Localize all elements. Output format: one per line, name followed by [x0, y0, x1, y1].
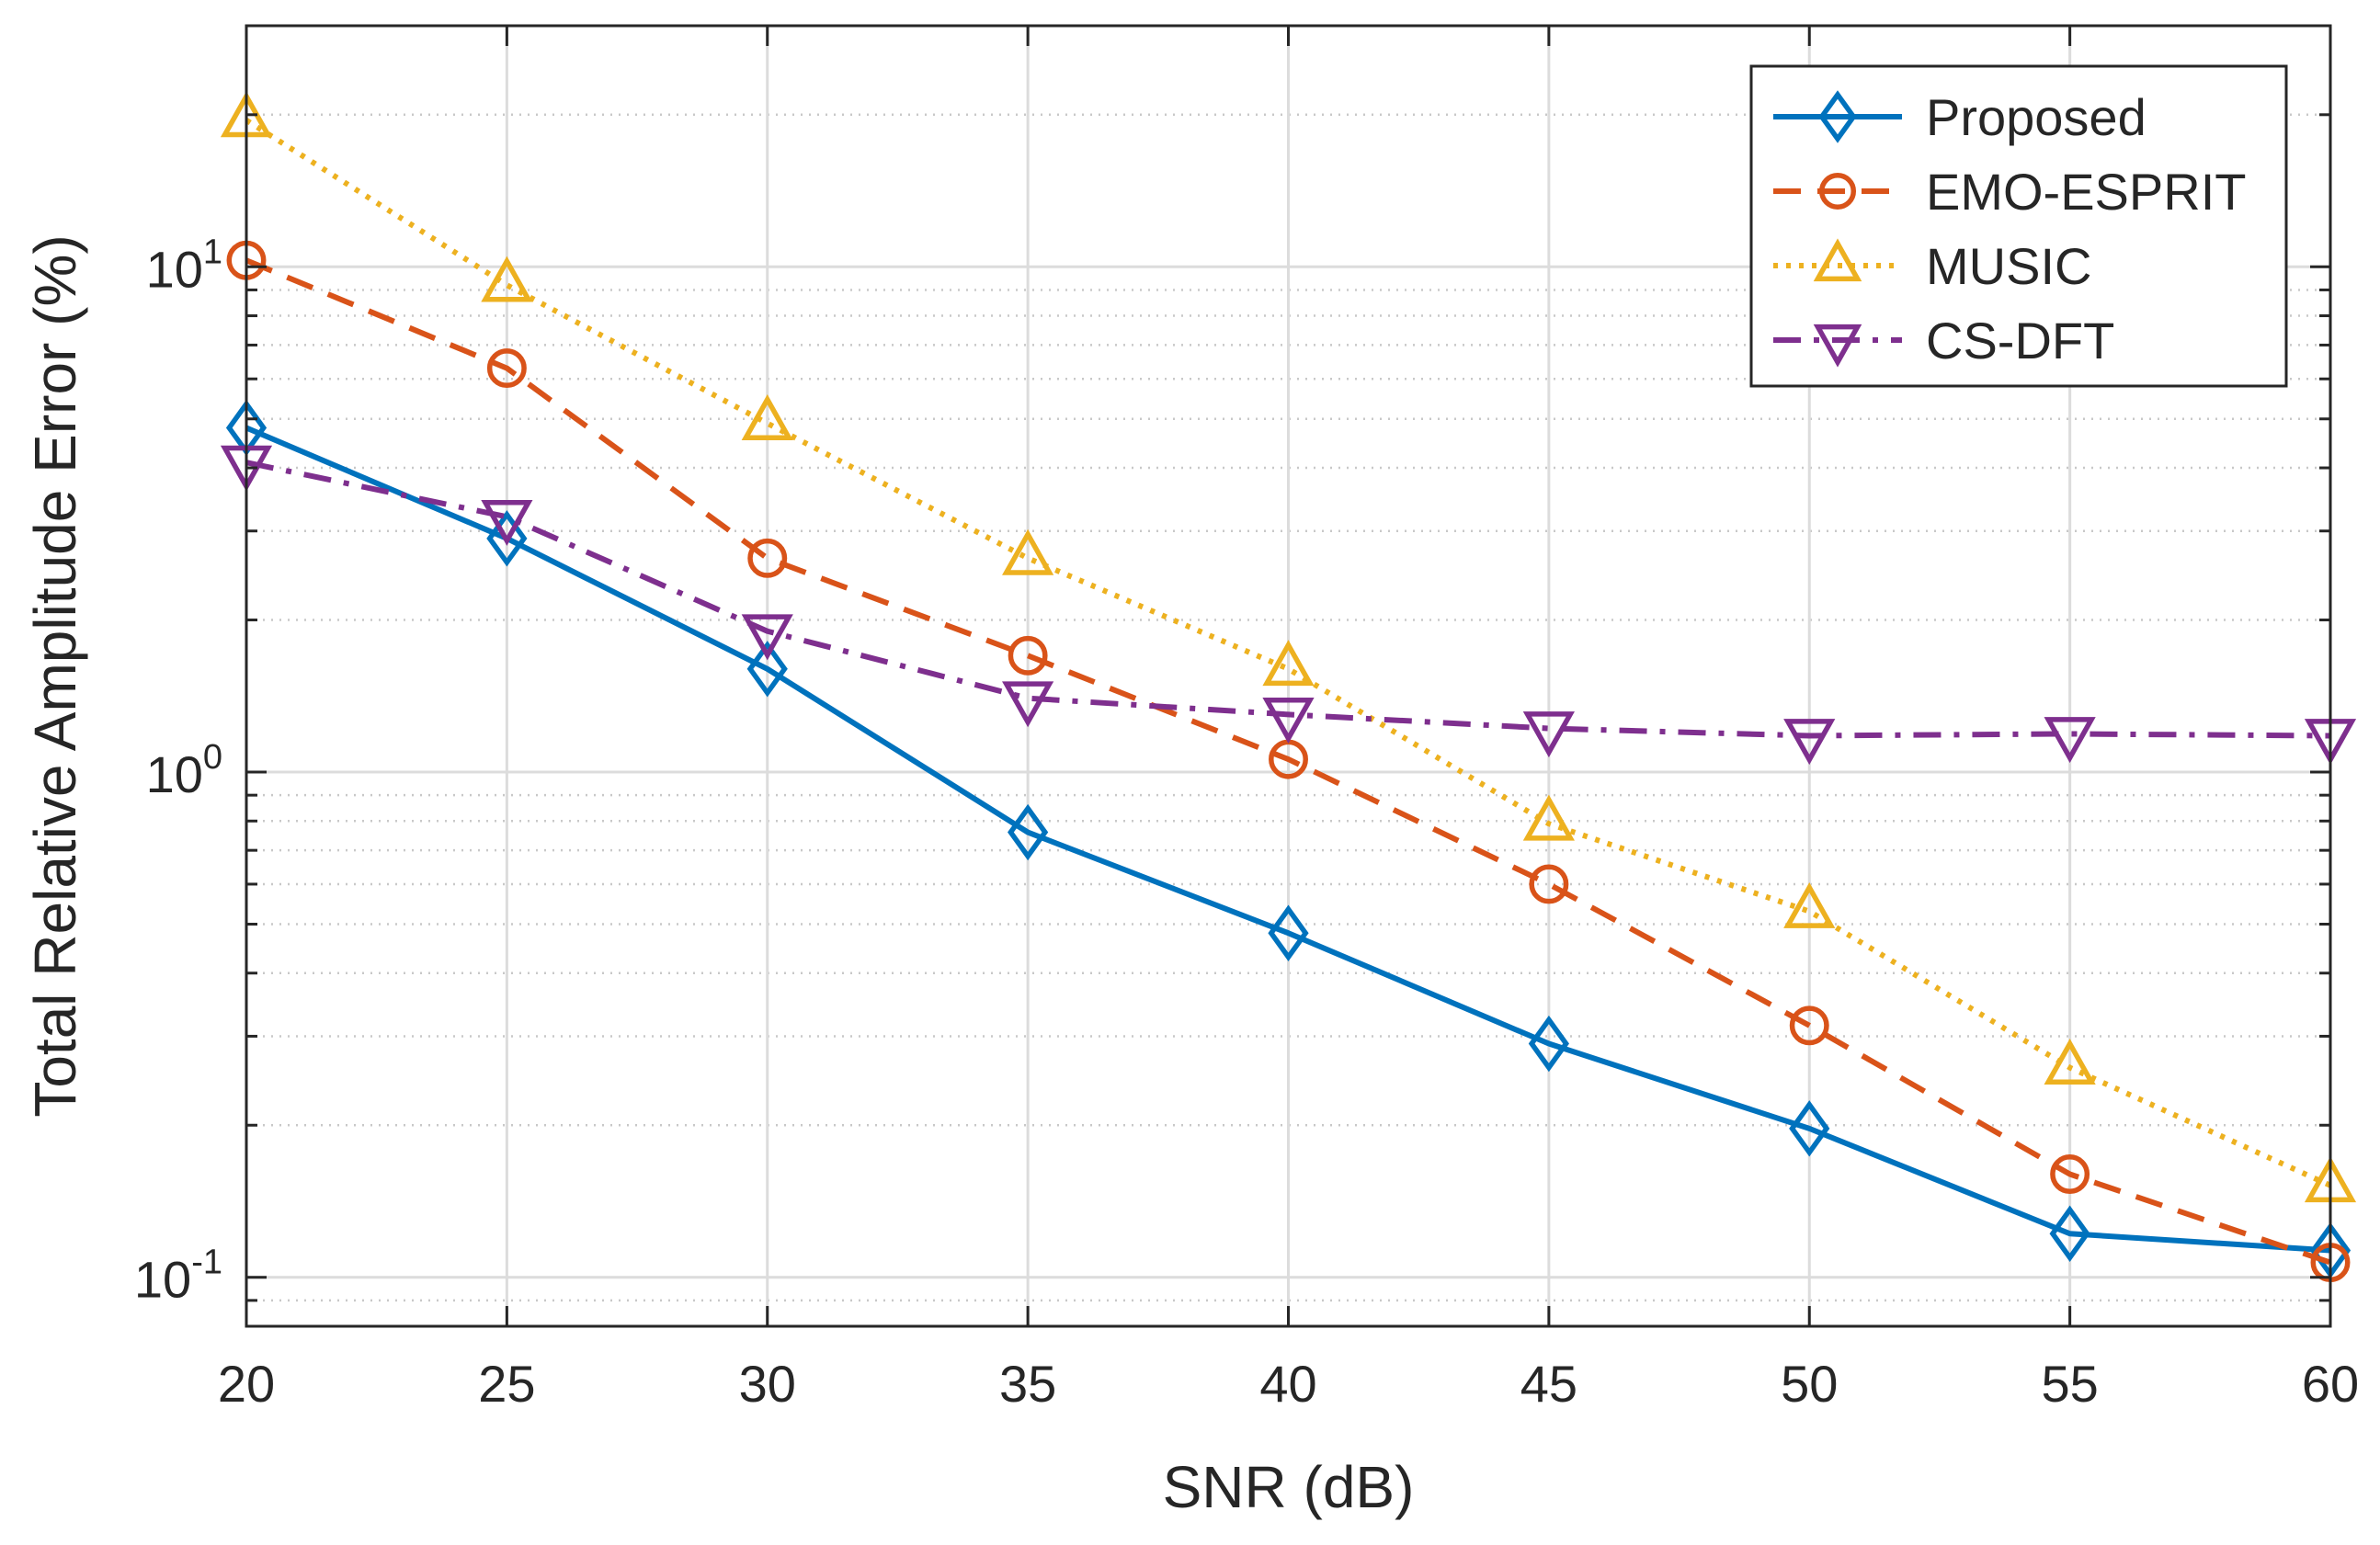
y-tick-label-base: 10	[146, 240, 203, 298]
legend-entry: MUSIC	[1773, 237, 2091, 295]
marker-triangle-down	[1813, 324, 1862, 368]
x-tick-label: 30	[739, 1355, 796, 1413]
marker-circle	[1818, 172, 1857, 210]
y-tick-label-exponent: 0	[203, 738, 222, 777]
y-tick-label: 101	[146, 233, 222, 298]
x-tick-label: 25	[478, 1355, 535, 1413]
marker-triangle-up	[741, 393, 793, 440]
legend-label: Proposed	[1926, 88, 2147, 146]
marker-triangle-up	[1783, 881, 1836, 928]
marker-diamond	[486, 510, 528, 567]
series-line	[245, 425, 2331, 1254]
marker-triangle-down	[2044, 717, 2096, 764]
series-line	[245, 460, 2331, 739]
legend-entry: EMO-ESPRIT	[1773, 163, 2246, 221]
legend-label: CS-DFT	[1926, 312, 2114, 369]
marker-diamond	[746, 641, 788, 698]
legend-entry: CS-DFT	[1773, 312, 2114, 369]
marker-circle	[1008, 635, 1048, 676]
marker-triangle-up	[1262, 640, 1315, 687]
marker-triangle-down	[741, 614, 793, 661]
marker-diamond	[2049, 1205, 2090, 1262]
marker-triangle-down	[1522, 711, 1575, 758]
marker-triangle-up	[481, 256, 533, 302]
x-tick-label: 40	[1259, 1355, 1316, 1413]
x-tick-label: 60	[2302, 1355, 2359, 1413]
series-line	[245, 257, 2331, 1266]
marker-circle	[747, 538, 788, 578]
marker-triangle-down	[1262, 698, 1315, 744]
marker-circle	[2050, 1154, 2090, 1194]
y-tick-label-exponent: -1	[191, 1244, 222, 1282]
marker-triangle-up	[1813, 238, 1862, 282]
marker-circle	[1789, 1005, 1829, 1046]
y-tick-label-base: 10	[146, 745, 203, 803]
marker-diamond	[1528, 1015, 1569, 1073]
marker-triangle-down	[1783, 719, 1836, 766]
marker-triangle-down	[1002, 681, 1054, 728]
x-tick-label: 35	[999, 1355, 1056, 1413]
series-group	[220, 91, 2357, 1283]
marker-triangle-up	[1002, 528, 1054, 575]
marker-triangle-down	[481, 499, 533, 546]
marker-triangle-up	[2044, 1038, 2096, 1085]
y-tick-label-exponent: 1	[203, 233, 222, 271]
marker-circle	[1529, 864, 1569, 904]
y-axis-label: Total Relative Amplitude Error (%)	[22, 234, 88, 1117]
marker-diamond	[1818, 90, 1857, 143]
legend: Proposed EMO-ESPRIT MUSIC CS-DFT	[1749, 64, 2288, 388]
x-tick-label: 55	[2041, 1355, 2098, 1413]
y-tick-label: 10-1	[134, 1244, 222, 1309]
y-tick-label: 100	[146, 738, 222, 803]
series-line	[245, 118, 2332, 1188]
x-tick-label: 50	[1781, 1355, 1838, 1413]
legend-label: MUSIC	[1926, 237, 2091, 295]
x-tick-label: 20	[218, 1355, 275, 1413]
marker-diamond	[1789, 1100, 1830, 1157]
marker-circle	[486, 348, 527, 389]
marker-diamond	[1268, 904, 1309, 961]
marker-triangle-up	[1522, 794, 1575, 841]
y-tick-label-base: 10	[134, 1251, 191, 1309]
legend-entry: Proposed	[1773, 88, 2147, 146]
legend-label: EMO-ESPRIT	[1926, 163, 2246, 221]
x-axis-label: SNR (dB)	[1163, 1454, 1415, 1520]
marker-diamond	[1008, 803, 1049, 861]
series-proposed	[225, 399, 2352, 1279]
x-tick-label: 45	[1520, 1355, 1577, 1413]
